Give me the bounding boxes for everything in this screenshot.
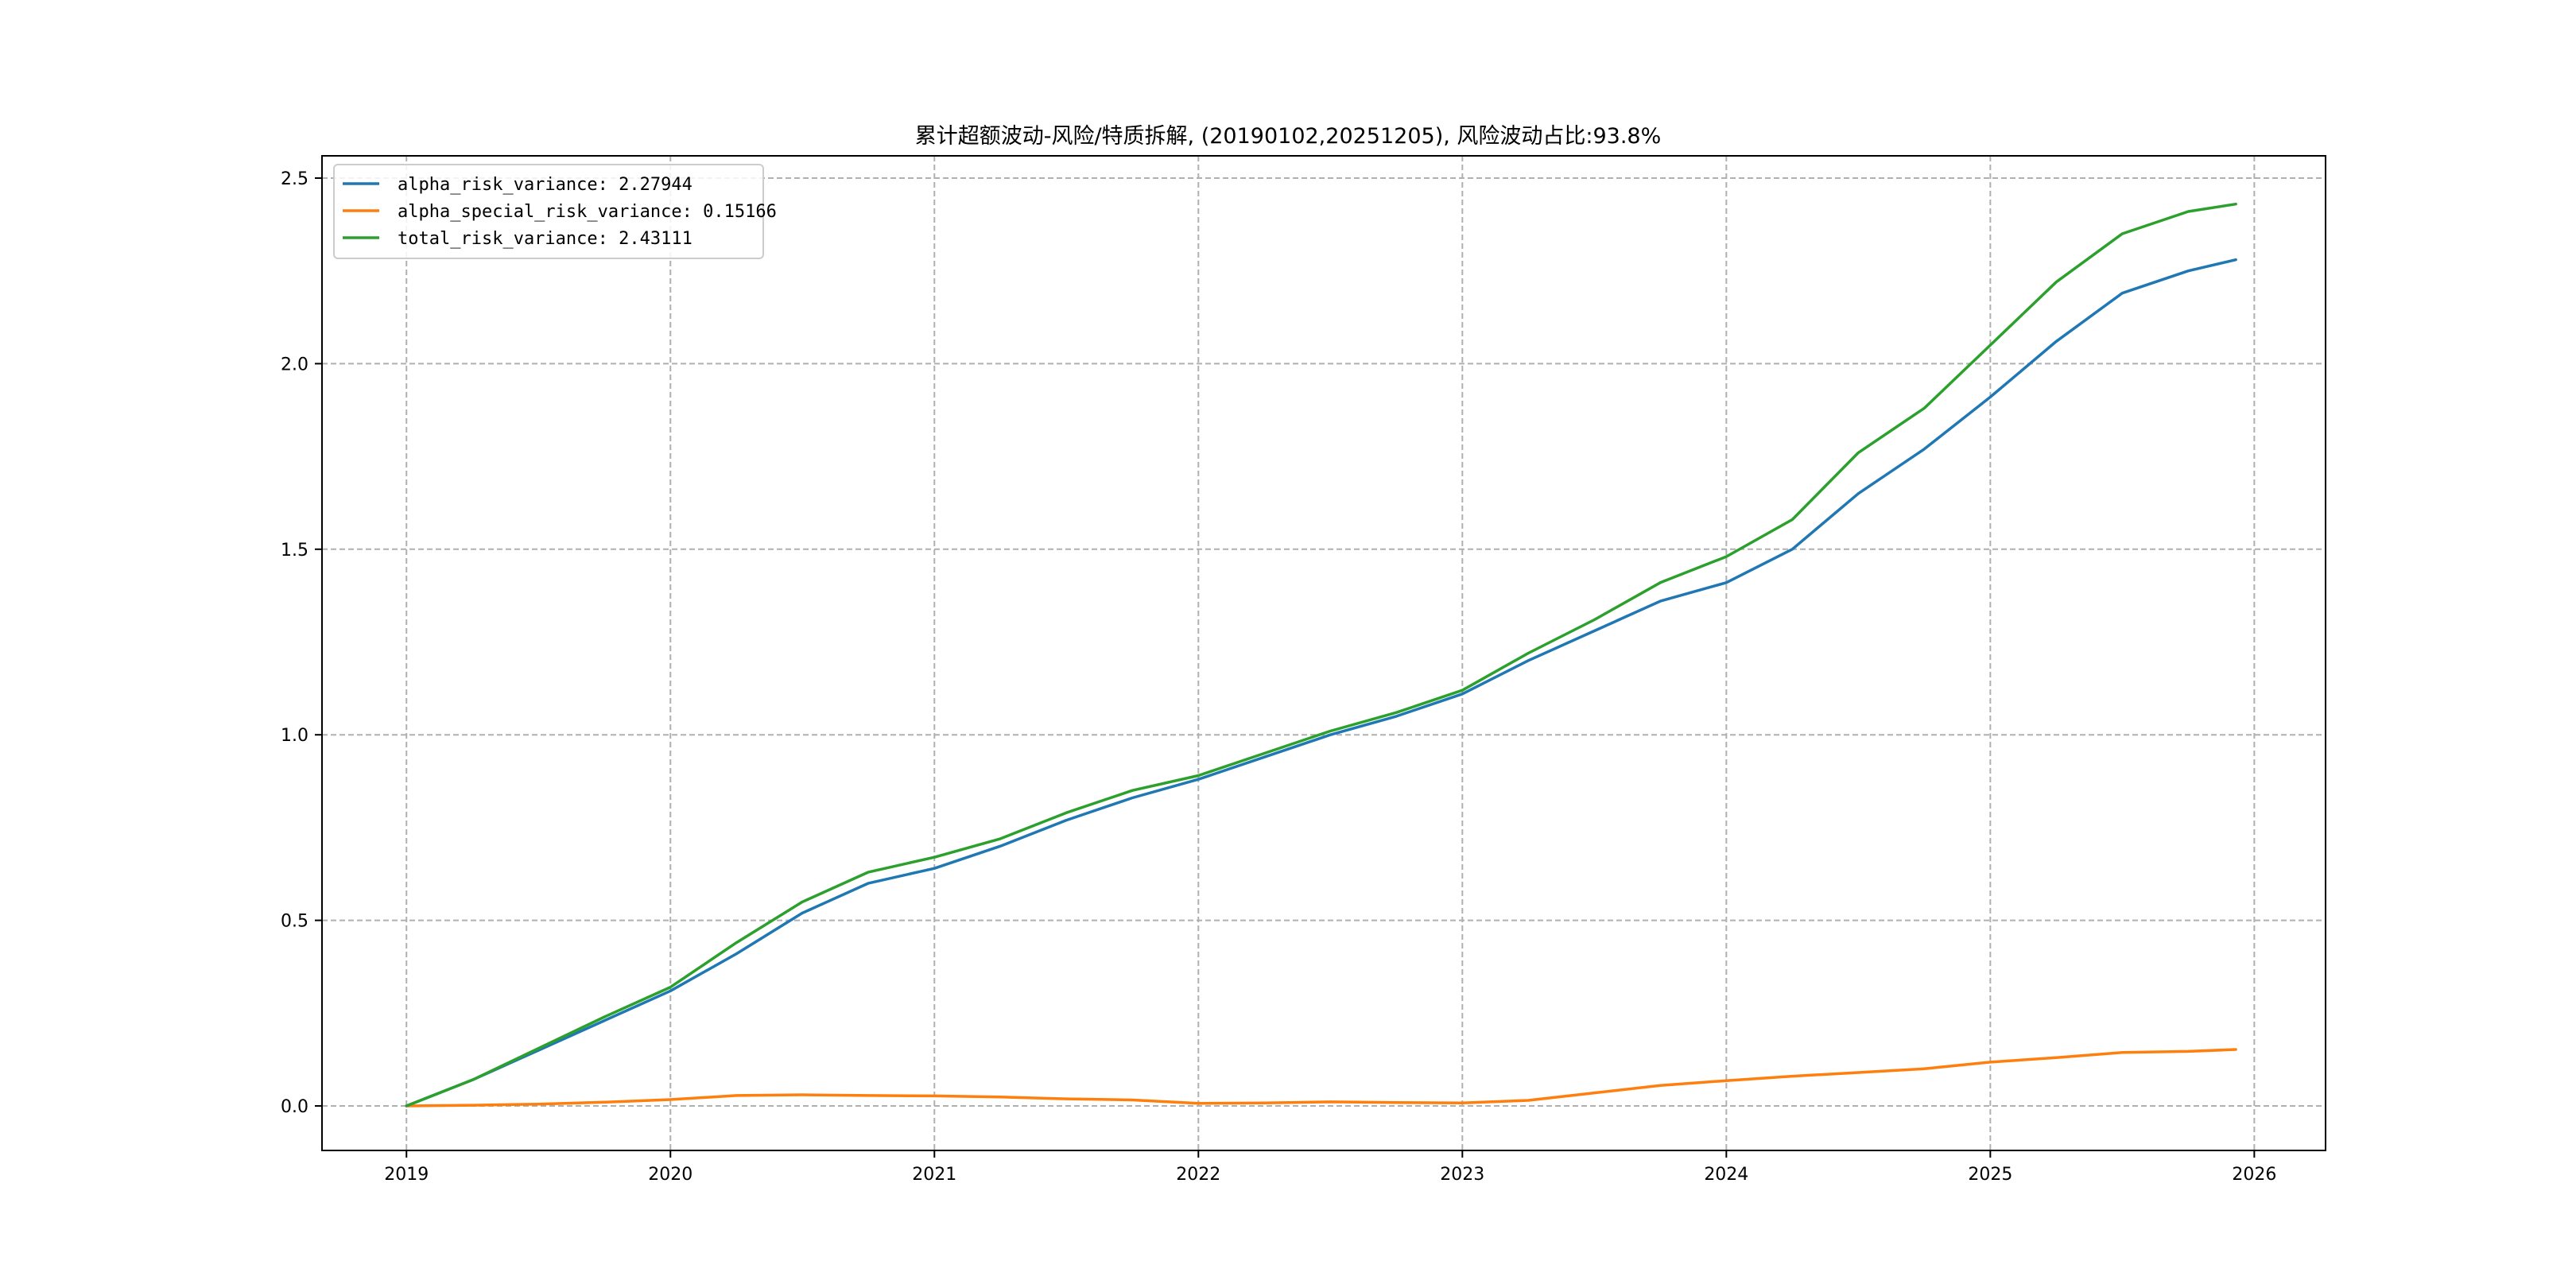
x-tick-label-2024: 2024 bbox=[1704, 1165, 1748, 1185]
x-tick-label-2020: 2020 bbox=[648, 1165, 692, 1185]
axis-ticks: 2019 2020 2021 2022 2023 2024 2025 2026 0.0 0.5 1.… bbox=[281, 169, 2276, 1185]
legend-box bbox=[333, 164, 764, 259]
legend-label-1: alpha_risk_variance: 2.27944 bbox=[398, 175, 692, 195]
x-tick-label-2021: 2021 bbox=[912, 1165, 956, 1185]
y-tick-label-0.5: 0.5 bbox=[281, 912, 308, 932]
y-tick-label-1.0: 1.0 bbox=[281, 726, 308, 746]
legend-label-3: total_risk_variance: 2.43111 bbox=[398, 229, 692, 249]
y-tick-label-2.5: 2.5 bbox=[281, 169, 308, 189]
plot-frame bbox=[321, 155, 2326, 1151]
x-tick-label-2025: 2025 bbox=[1968, 1165, 2012, 1185]
x-tick-label-2026: 2026 bbox=[2232, 1165, 2276, 1185]
x-tick-label-2019: 2019 bbox=[384, 1165, 429, 1185]
series-lines bbox=[405, 202, 2237, 1108]
y-tick-label-1.5: 1.5 bbox=[281, 541, 308, 561]
chart-title: 累计超额波动-风险/特质拆解, (20190102,20251205), 风险波… bbox=[915, 124, 1662, 149]
series-line-1 bbox=[405, 258, 2237, 1108]
legend-label-2: alpha_special_risk_variance: 0.15166 bbox=[398, 202, 777, 222]
y-tick-label-2.0: 2.0 bbox=[281, 355, 308, 374]
y-tick-label-0.0: 0.0 bbox=[281, 1097, 308, 1117]
x-tick-label-2023: 2023 bbox=[1440, 1165, 1484, 1185]
series-line-2 bbox=[405, 1048, 2237, 1108]
series-line-3 bbox=[405, 202, 2237, 1108]
legend: alpha_risk_variance: 2.27944 alpha_specia… bbox=[333, 164, 777, 259]
x-tick-label-2022: 2022 bbox=[1176, 1165, 1220, 1185]
